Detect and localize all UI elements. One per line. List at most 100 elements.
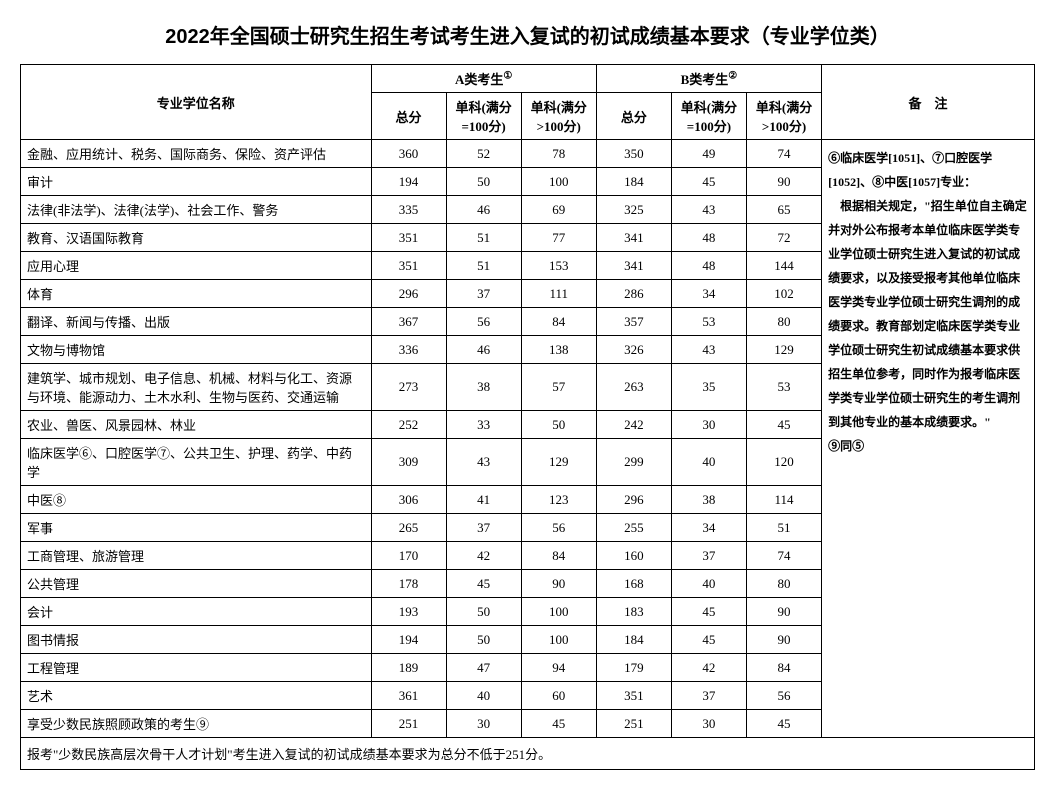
cell-score: 65 [746, 196, 821, 224]
cell-score: 48 [671, 252, 746, 280]
header-group-b: B类考生② [596, 65, 821, 93]
cell-score: 251 [596, 710, 671, 738]
cell-name: 教育、汉语国际教育 [21, 224, 372, 252]
cell-name: 金融、应用统计、税务、国际商务、保险、资产评估 [21, 140, 372, 168]
cell-score: 57 [521, 364, 596, 411]
cell-score: 189 [371, 654, 446, 682]
cell-score: 129 [521, 439, 596, 486]
cell-name: 军事 [21, 514, 372, 542]
cell-name: 临床医学⑥、口腔医学⑦、公共卫生、护理、药学、中药学 [21, 439, 372, 486]
cell-name: 图书情报 [21, 626, 372, 654]
cell-score: 129 [746, 336, 821, 364]
cell-score: 48 [671, 224, 746, 252]
cell-score: 90 [746, 168, 821, 196]
cell-score: 33 [446, 411, 521, 439]
cell-score: 100 [521, 626, 596, 654]
cell-score: 144 [746, 252, 821, 280]
cell-score: 194 [371, 168, 446, 196]
cell-score: 306 [371, 486, 446, 514]
cell-score: 49 [671, 140, 746, 168]
cell-name: 应用心理 [21, 252, 372, 280]
cell-score: 37 [446, 514, 521, 542]
cell-score: 40 [671, 570, 746, 598]
cell-score: 90 [746, 626, 821, 654]
page-title: 2022年全国硕士研究生招生考试考生进入复试的初试成绩基本要求（专业学位类） [20, 20, 1035, 49]
table-row: 金融、应用统计、税务、国际商务、保险、资产评估36052783504974⑥临床… [21, 140, 1035, 168]
cell-score: 45 [746, 411, 821, 439]
cell-score: 43 [671, 336, 746, 364]
header-group-a: A类考生① [371, 65, 596, 93]
header-a-total: 总分 [371, 93, 446, 140]
cell-score: 74 [746, 140, 821, 168]
cell-score: 46 [446, 336, 521, 364]
cell-score: 111 [521, 280, 596, 308]
header-b-subover: 单科(满分>100分) [746, 93, 821, 140]
cell-name: 中医⑧ [21, 486, 372, 514]
cell-name: 农业、兽医、风景园林、林业 [21, 411, 372, 439]
cell-name: 工商管理、旅游管理 [21, 542, 372, 570]
cell-score: 45 [671, 626, 746, 654]
cell-score: 242 [596, 411, 671, 439]
cell-score: 193 [371, 598, 446, 626]
cell-name: 翻译、新闻与传播、出版 [21, 308, 372, 336]
cell-score: 50 [521, 411, 596, 439]
cell-score: 194 [371, 626, 446, 654]
cell-score: 42 [446, 542, 521, 570]
cell-score: 357 [596, 308, 671, 336]
cell-score: 53 [671, 308, 746, 336]
cell-score: 50 [446, 168, 521, 196]
footer-note: 报考"少数民族高层次骨干人才计划"考生进入复试的初试成绩基本要求为总分不低于25… [21, 738, 1035, 770]
cell-score: 84 [746, 654, 821, 682]
cell-score: 90 [521, 570, 596, 598]
cell-score: 255 [596, 514, 671, 542]
cell-score: 43 [671, 196, 746, 224]
cell-score: 120 [746, 439, 821, 486]
cell-score: 299 [596, 439, 671, 486]
cell-score: 273 [371, 364, 446, 411]
cell-score: 53 [746, 364, 821, 411]
cell-score: 123 [521, 486, 596, 514]
cell-score: 51 [446, 224, 521, 252]
cell-score: 45 [671, 168, 746, 196]
score-table: 专业学位名称 A类考生① B类考生② 备 注 总分 单科(满分=100分) 单科… [20, 64, 1035, 770]
cell-score: 37 [446, 280, 521, 308]
cell-score: 184 [596, 168, 671, 196]
remarks-cell: ⑥临床医学[1051]、⑦口腔医学[1052]、⑧中医[1057]专业： 根据相… [822, 140, 1035, 738]
cell-name: 文物与博物馆 [21, 336, 372, 364]
cell-score: 153 [521, 252, 596, 280]
cell-score: 37 [671, 542, 746, 570]
cell-score: 45 [671, 598, 746, 626]
cell-score: 138 [521, 336, 596, 364]
cell-score: 45 [746, 710, 821, 738]
cell-score: 351 [371, 252, 446, 280]
cell-score: 40 [671, 439, 746, 486]
cell-score: 367 [371, 308, 446, 336]
cell-score: 51 [746, 514, 821, 542]
cell-score: 335 [371, 196, 446, 224]
header-name: 专业学位名称 [21, 65, 372, 140]
cell-name: 审计 [21, 168, 372, 196]
cell-score: 251 [371, 710, 446, 738]
cell-score: 350 [596, 140, 671, 168]
cell-score: 50 [446, 626, 521, 654]
cell-name: 建筑学、城市规划、电子信息、机械、材料与化工、资源与环境、能源动力、土木水利、生… [21, 364, 372, 411]
cell-score: 47 [446, 654, 521, 682]
header-a-sub100: 单科(满分=100分) [446, 93, 521, 140]
cell-score: 30 [671, 411, 746, 439]
cell-score: 56 [521, 514, 596, 542]
cell-score: 183 [596, 598, 671, 626]
cell-name: 体育 [21, 280, 372, 308]
cell-score: 325 [596, 196, 671, 224]
cell-score: 34 [671, 514, 746, 542]
cell-score: 179 [596, 654, 671, 682]
cell-score: 336 [371, 336, 446, 364]
cell-score: 69 [521, 196, 596, 224]
cell-name: 法律(非法学)、法律(法学)、社会工作、警务 [21, 196, 372, 224]
cell-name: 会计 [21, 598, 372, 626]
cell-score: 184 [596, 626, 671, 654]
cell-score: 34 [671, 280, 746, 308]
cell-score: 94 [521, 654, 596, 682]
header-b-sub100: 单科(满分=100分) [671, 93, 746, 140]
cell-score: 51 [446, 252, 521, 280]
cell-score: 77 [521, 224, 596, 252]
